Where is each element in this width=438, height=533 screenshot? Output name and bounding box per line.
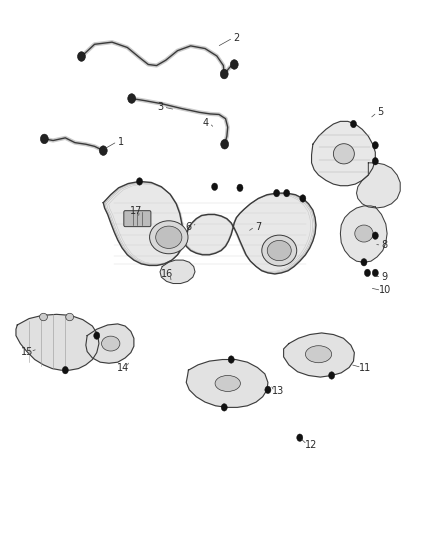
- Ellipse shape: [267, 240, 291, 261]
- Text: 5: 5: [378, 107, 384, 117]
- Circle shape: [284, 189, 290, 197]
- Text: 6: 6: [185, 222, 191, 232]
- Text: 13: 13: [272, 386, 284, 397]
- Circle shape: [230, 60, 238, 69]
- Circle shape: [265, 386, 271, 393]
- Circle shape: [221, 403, 227, 411]
- Circle shape: [361, 259, 367, 266]
- Ellipse shape: [333, 144, 354, 164]
- Circle shape: [228, 356, 234, 364]
- Circle shape: [221, 140, 229, 149]
- Text: 17: 17: [130, 206, 142, 216]
- FancyBboxPatch shape: [124, 211, 151, 227]
- Text: 8: 8: [382, 240, 388, 250]
- Text: 15: 15: [21, 346, 33, 357]
- Circle shape: [137, 177, 143, 185]
- Circle shape: [237, 184, 243, 191]
- Polygon shape: [103, 181, 316, 274]
- Ellipse shape: [66, 313, 74, 321]
- Polygon shape: [357, 163, 400, 208]
- Circle shape: [350, 120, 357, 128]
- Ellipse shape: [355, 225, 373, 242]
- Circle shape: [212, 183, 218, 190]
- Polygon shape: [186, 360, 268, 407]
- Circle shape: [274, 189, 280, 197]
- Polygon shape: [311, 122, 375, 185]
- Polygon shape: [340, 206, 387, 262]
- Circle shape: [62, 367, 68, 374]
- Circle shape: [128, 94, 136, 103]
- Polygon shape: [16, 314, 99, 370]
- Circle shape: [328, 372, 335, 379]
- Polygon shape: [86, 324, 134, 364]
- Text: 14: 14: [117, 362, 129, 373]
- Polygon shape: [160, 260, 195, 284]
- Text: 1: 1: [118, 136, 124, 147]
- Circle shape: [372, 158, 378, 165]
- Ellipse shape: [39, 313, 47, 321]
- Circle shape: [220, 69, 228, 79]
- Polygon shape: [284, 333, 354, 377]
- Circle shape: [99, 146, 107, 156]
- Circle shape: [40, 134, 48, 144]
- Circle shape: [364, 269, 371, 277]
- Text: 4: 4: [203, 118, 209, 128]
- Text: 3: 3: [157, 102, 163, 112]
- Circle shape: [78, 52, 85, 61]
- Ellipse shape: [305, 346, 332, 363]
- Circle shape: [372, 142, 378, 149]
- Circle shape: [372, 269, 378, 277]
- Text: 9: 9: [382, 272, 388, 282]
- Text: 7: 7: [255, 222, 261, 232]
- Text: 2: 2: [233, 33, 240, 43]
- Ellipse shape: [262, 235, 297, 266]
- Text: 16: 16: [160, 270, 173, 279]
- Ellipse shape: [102, 336, 120, 351]
- Ellipse shape: [215, 375, 240, 391]
- Text: 11: 11: [359, 362, 371, 373]
- Circle shape: [94, 332, 100, 340]
- Circle shape: [372, 232, 378, 239]
- Ellipse shape: [150, 221, 188, 254]
- Circle shape: [297, 434, 303, 441]
- Circle shape: [300, 195, 306, 202]
- Text: 12: 12: [304, 440, 317, 450]
- Ellipse shape: [155, 226, 182, 248]
- Text: 10: 10: [379, 286, 391, 295]
